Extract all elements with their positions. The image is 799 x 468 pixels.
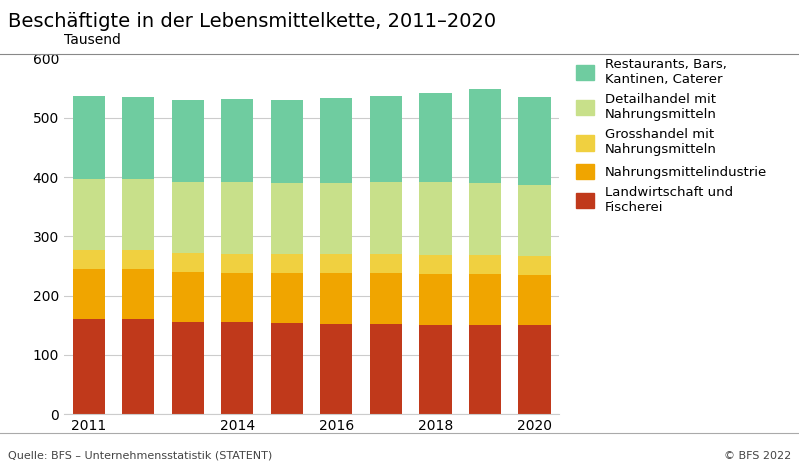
Bar — [320, 254, 352, 273]
Bar — [172, 100, 204, 182]
Bar — [519, 256, 551, 275]
Bar — [320, 324, 352, 414]
Bar — [122, 319, 154, 414]
Bar — [370, 183, 402, 254]
Bar — [221, 254, 253, 272]
Bar — [469, 183, 501, 256]
Bar — [419, 325, 451, 414]
Bar — [469, 89, 501, 183]
Bar — [419, 255, 451, 274]
Bar — [419, 94, 451, 183]
Bar — [271, 183, 303, 254]
Bar — [172, 253, 204, 272]
Text: Beschäftigte in der Lebensmittelkette, 2011–2020: Beschäftigte in der Lebensmittelkette, 2… — [8, 12, 496, 31]
Bar — [469, 274, 501, 325]
Bar — [419, 183, 451, 255]
Bar — [320, 273, 352, 324]
Bar — [221, 322, 253, 414]
Bar — [320, 98, 352, 183]
Bar — [221, 182, 253, 254]
Bar — [221, 272, 253, 322]
Bar — [469, 256, 501, 274]
Bar — [73, 269, 105, 319]
Bar — [271, 100, 303, 183]
Bar — [370, 254, 402, 273]
Bar — [221, 99, 253, 182]
Bar — [320, 183, 352, 254]
Bar — [73, 96, 105, 179]
Text: Quelle: BFS – Unternehmensstatistik (STATENT): Quelle: BFS – Unternehmensstatistik (STA… — [8, 451, 272, 461]
Bar — [370, 96, 402, 183]
Bar — [271, 273, 303, 323]
Bar — [419, 274, 451, 325]
Bar — [122, 97, 154, 179]
Legend: Restaurants, Bars,
Kantinen, Caterer, Detailhandel mit
Nahrungsmitteln, Grosshan: Restaurants, Bars, Kantinen, Caterer, De… — [576, 58, 767, 214]
Bar — [370, 273, 402, 324]
Bar — [519, 97, 551, 185]
Bar — [519, 185, 551, 256]
Bar — [122, 269, 154, 319]
Bar — [73, 319, 105, 414]
Bar — [519, 325, 551, 414]
Bar — [172, 322, 204, 414]
Bar — [122, 250, 154, 269]
Text: Tausend: Tausend — [64, 33, 121, 47]
Bar — [122, 179, 154, 250]
Bar — [172, 182, 204, 253]
Bar — [73, 250, 105, 269]
Bar — [519, 275, 551, 325]
Bar — [469, 325, 501, 414]
Bar — [271, 323, 303, 414]
Bar — [73, 179, 105, 250]
Bar — [271, 254, 303, 273]
Text: © BFS 2022: © BFS 2022 — [724, 451, 791, 461]
Bar — [370, 324, 402, 414]
Bar — [172, 272, 204, 322]
